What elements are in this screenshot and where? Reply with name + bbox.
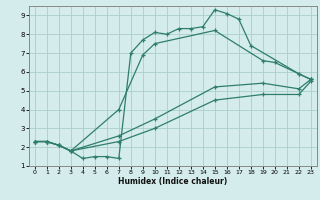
X-axis label: Humidex (Indice chaleur): Humidex (Indice chaleur) [118, 177, 228, 186]
